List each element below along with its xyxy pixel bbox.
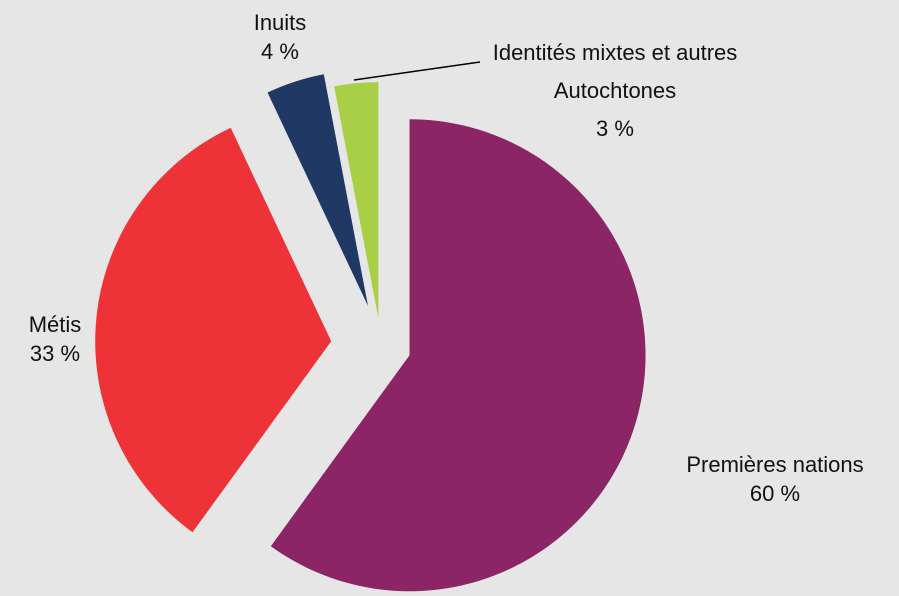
value-label: 4 %	[261, 39, 299, 64]
category-label: Métis	[28, 312, 82, 337]
leader-line	[353, 61, 481, 81]
label: Premières nations 60 %	[660, 450, 890, 508]
label: Inuits 4 %	[230, 8, 330, 66]
value-label: 3 %	[596, 116, 634, 141]
pie-slice	[267, 74, 369, 307]
value-label: 60 %	[749, 481, 801, 506]
category-label: Identités mixtes et autres Autochtones	[492, 40, 738, 103]
pie-slice	[334, 82, 379, 319]
pie-slice	[270, 119, 646, 592]
label: Identités mixtes et autres Autochtones 3…	[470, 34, 760, 148]
label: Métis 33 %	[5, 310, 105, 368]
pie-slice	[95, 127, 332, 533]
category-label: Inuits	[253, 10, 307, 35]
category-label: Premières nations	[686, 452, 864, 477]
value-label: 33 %	[29, 341, 81, 366]
